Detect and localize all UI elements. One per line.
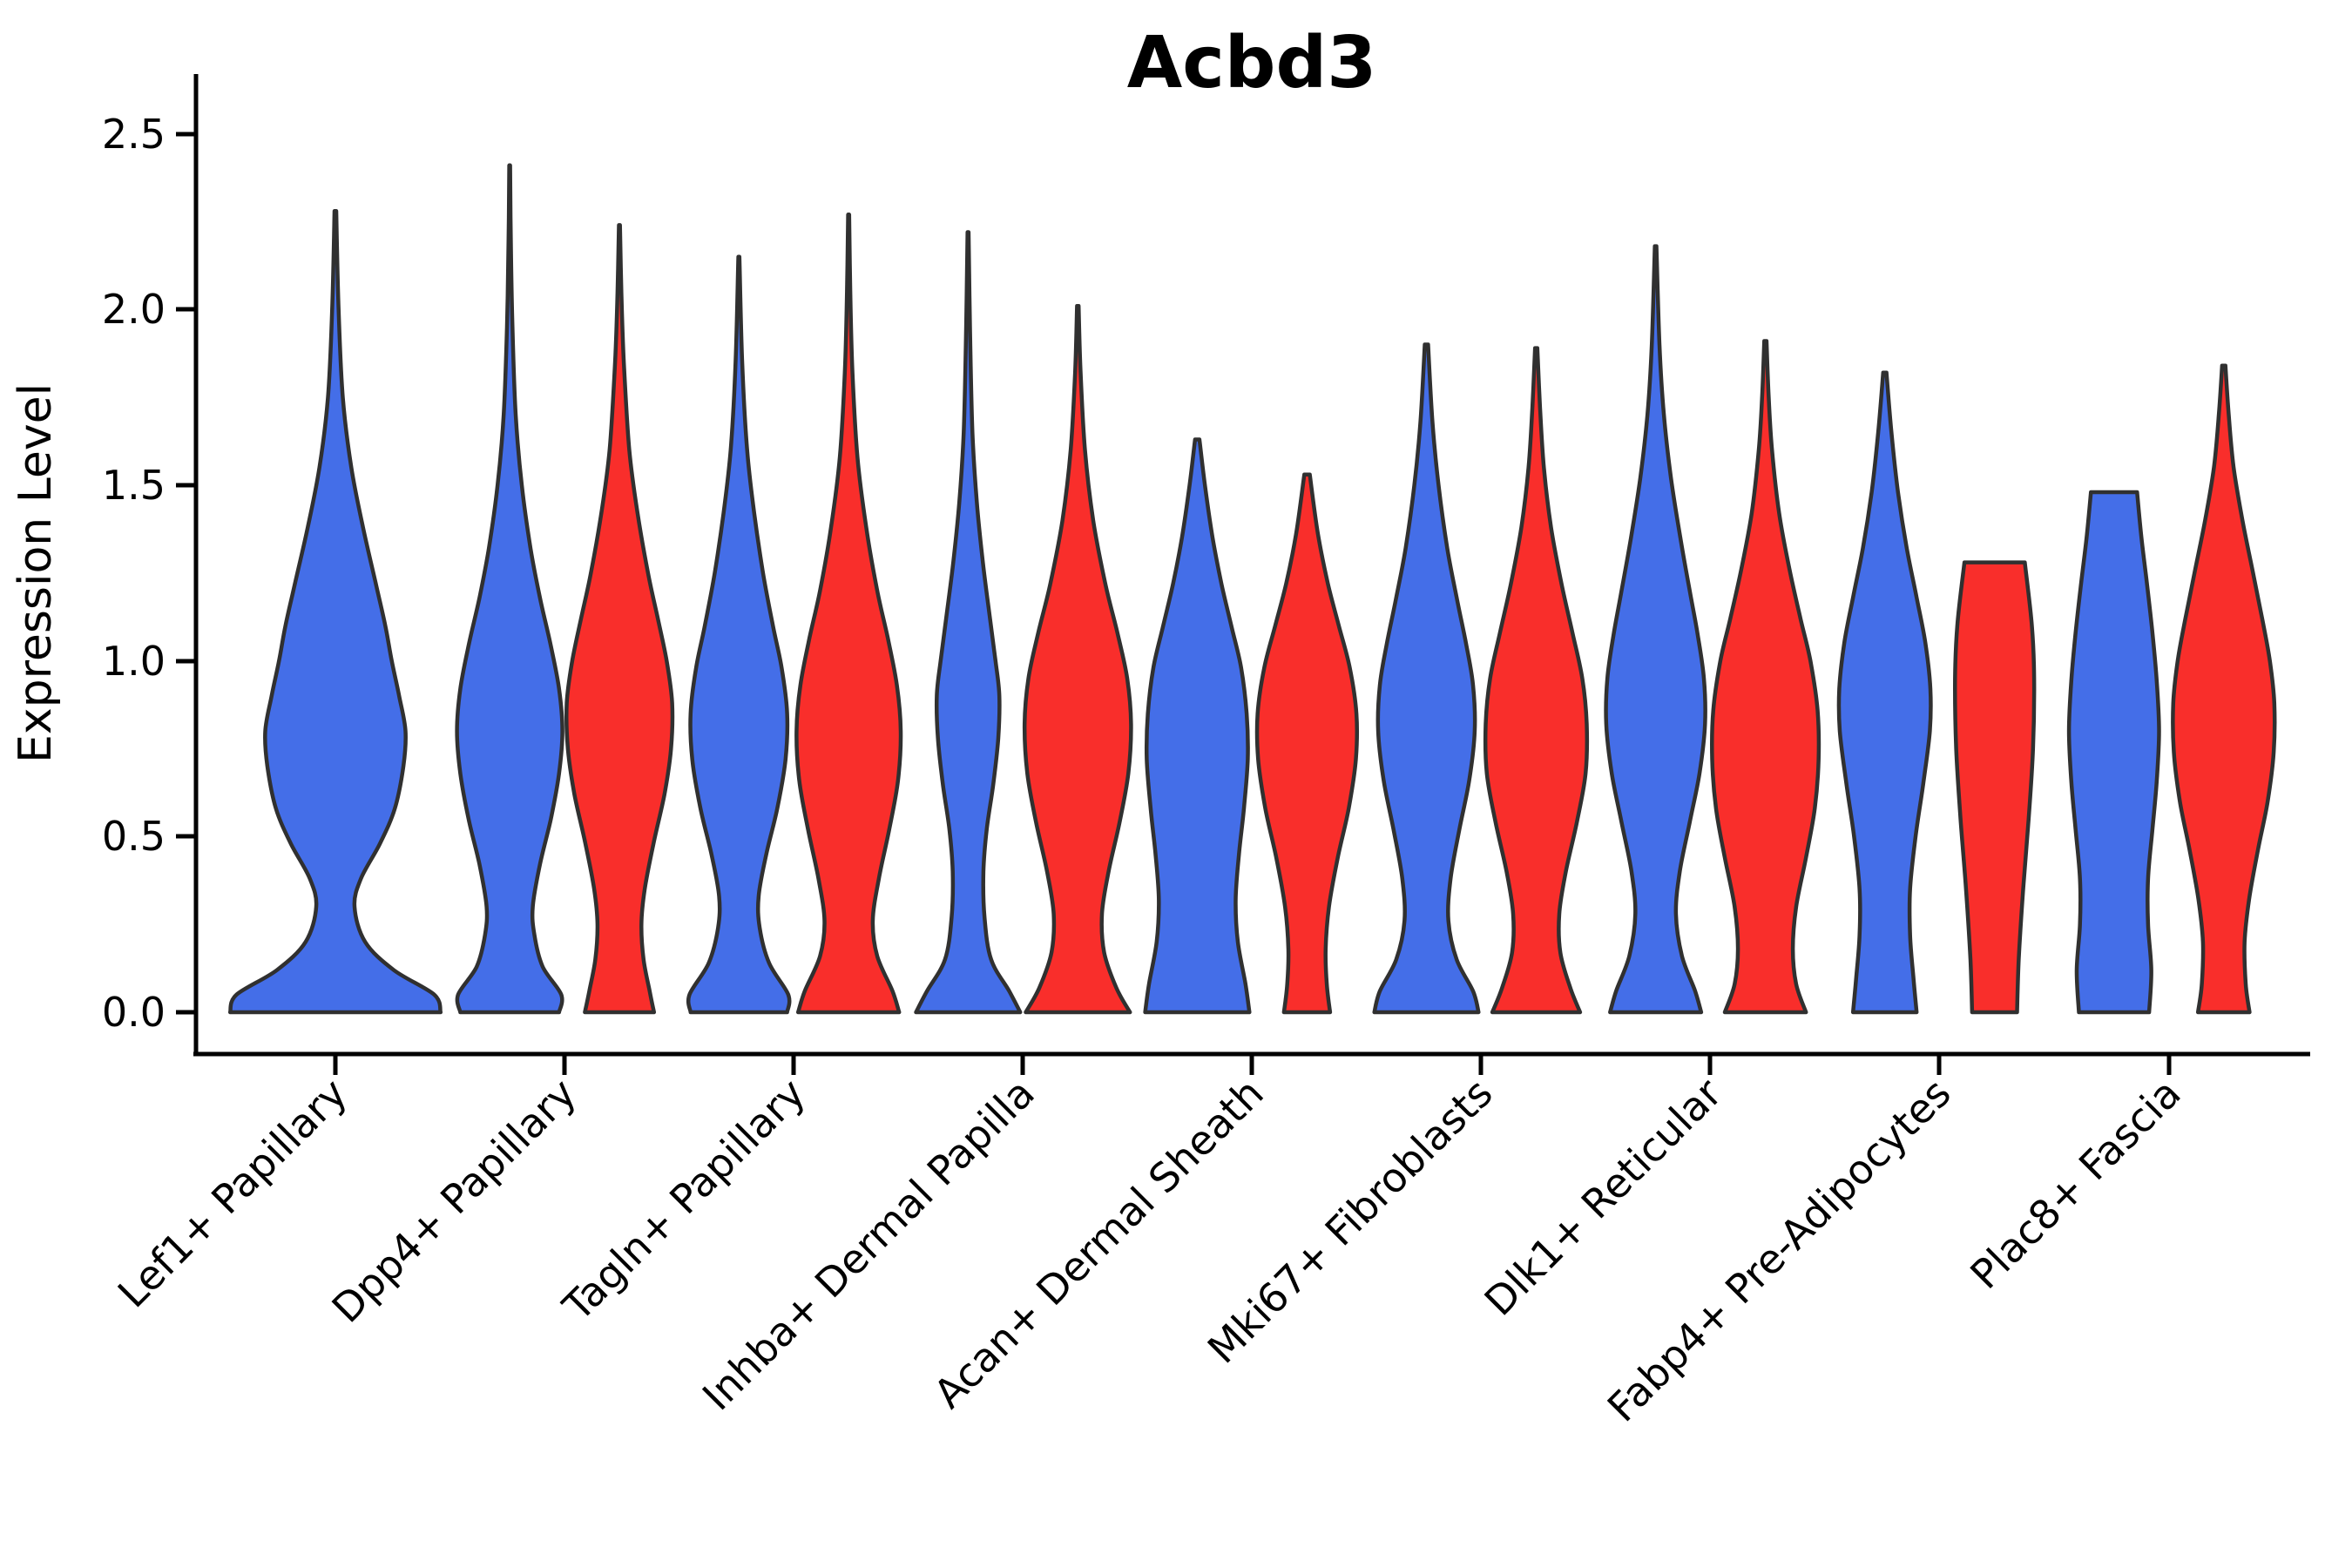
violin-dlk1-red [1710,339,1821,1015]
x-ticks [333,1054,2172,1075]
violin-dpp4-blue [455,163,564,1015]
y-tick-labels: 0.0 0.5 1.0 1.5 2.0 2.5 [102,111,166,1036]
violin-group [227,163,2277,1015]
x-tick-label: Tagln+ Papillary [553,1070,814,1331]
y-tick-label: 2.5 [102,111,166,158]
violin-fabp4-red [1953,560,2037,1015]
x-tick-labels: Lef1+ Papillary Dpp4+ Papillary Tagln+ P… [109,1070,2190,1431]
x-tick-label: Lef1+ Papillary [109,1070,356,1317]
violin-dpp4-red [564,223,675,1015]
y-tick-label: 2.0 [102,286,166,333]
violin-lef1-blue [227,208,443,1015]
violin-mki67-blue [1372,342,1481,1015]
violin-inhba-red [1022,303,1133,1015]
violin-fabp4-blue [1836,370,1933,1015]
y-ticks [176,132,196,1015]
violin-tagln-red [794,213,903,1015]
violin-tagln-blue [686,254,792,1015]
violin-mki67-red [1483,346,1590,1015]
violin-dlk1-blue [1604,244,1707,1015]
violin-plac8-blue [2066,490,2161,1015]
x-tick-label: Dlk1+ Reticular [1476,1070,1731,1325]
violin-acan-red [1254,472,1360,1015]
y-tick-label: 0.5 [102,813,166,860]
x-tick-label: Plac8+ Fascia [1961,1070,2189,1298]
violin-inhba-blue [914,230,1023,1015]
violin-plac8-red [2171,363,2277,1015]
y-tick-label: 1.0 [102,638,166,685]
y-axis-label: Expression Level [10,383,62,763]
x-tick-label: Dpp4+ Papillary [323,1070,585,1332]
violin-acan-blue [1143,437,1252,1015]
y-tick-label: 1.5 [102,462,166,509]
y-tick-label: 0.0 [102,989,166,1036]
chart-title: Acbd3 [1127,22,1377,105]
